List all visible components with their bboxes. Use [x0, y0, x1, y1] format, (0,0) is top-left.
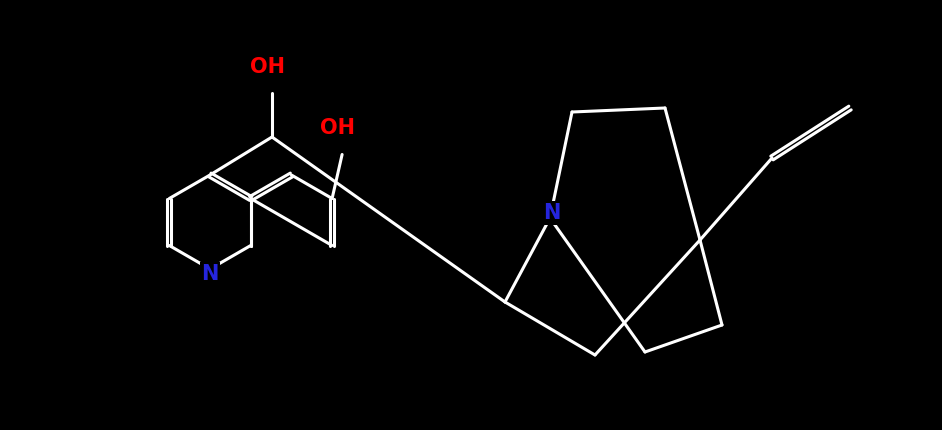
- Text: OH: OH: [319, 119, 354, 138]
- Text: N: N: [544, 203, 560, 223]
- Text: N: N: [202, 264, 219, 284]
- Text: OH: OH: [250, 57, 284, 77]
